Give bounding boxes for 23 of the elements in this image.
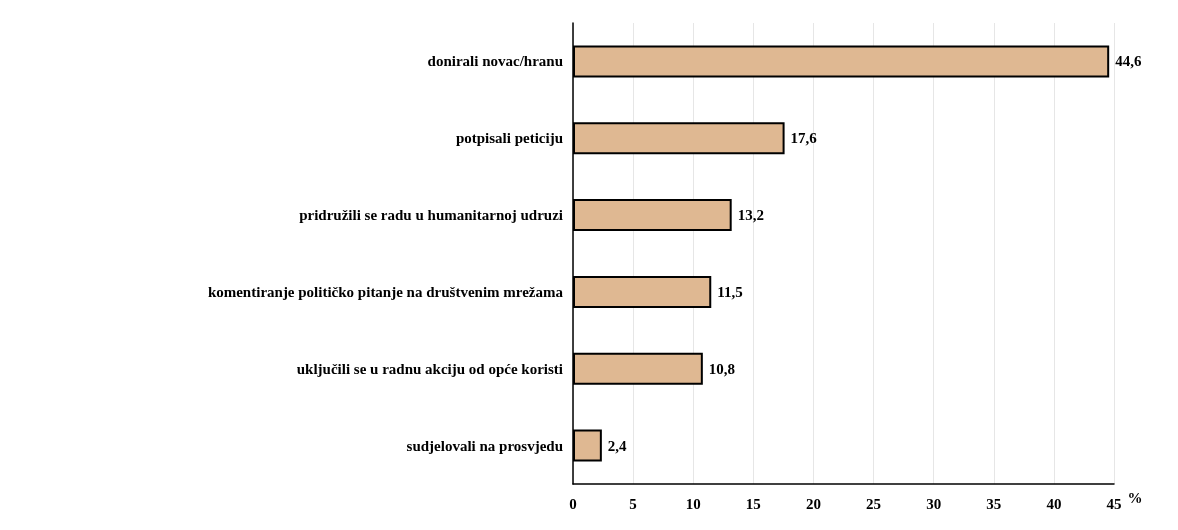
y-tick-label: sudjelovali na prosvjedu bbox=[406, 437, 563, 454]
y-tick-label: uključili se u radnu akciju od opće koristi bbox=[296, 360, 563, 377]
x-tick-label: 15 bbox=[745, 495, 761, 512]
data-label: 44,6 bbox=[1115, 53, 1142, 70]
x-tick-label: 10 bbox=[685, 495, 701, 512]
x-tick-label: 40 bbox=[1046, 495, 1062, 512]
x-tick-label: 25 bbox=[866, 495, 882, 512]
y-tick-label: komentiranje političko pitanje na društvenim mrežama bbox=[207, 283, 564, 300]
data-label: 10,8 bbox=[708, 360, 736, 377]
y-tick-label: potpisali peticiju bbox=[455, 130, 563, 147]
x-tick-label: 45 bbox=[1106, 495, 1122, 512]
y-tick-label: pridružili se radu u humanitarnoj udruzi bbox=[299, 207, 563, 224]
x-tick-label: 20 bbox=[805, 495, 821, 512]
x-tick-label: 0 bbox=[569, 495, 577, 512]
data-label: 2,4 bbox=[607, 437, 628, 454]
data-label: 13,2 bbox=[737, 207, 764, 224]
x-axis-title: % bbox=[1127, 489, 1143, 506]
x-tick-label: 35 bbox=[986, 495, 1002, 512]
data-label: 11,5 bbox=[717, 283, 743, 300]
data-label: 17,6 bbox=[790, 130, 818, 147]
x-tick-label: 5 bbox=[629, 495, 637, 512]
x-tick-label: 30 bbox=[926, 495, 942, 512]
y-tick-label: donirali novac/hranu bbox=[427, 53, 563, 70]
